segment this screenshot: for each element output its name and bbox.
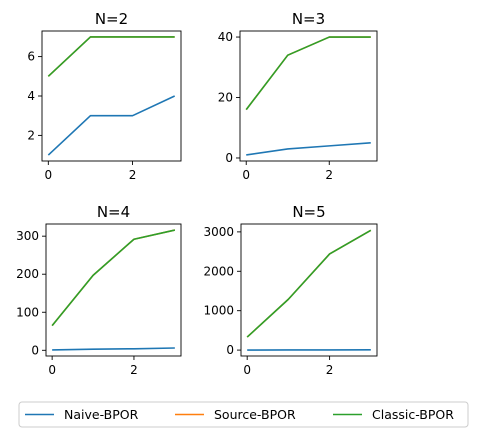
x-tick-label: 2 [326,363,334,377]
series-line-source-bpor [245,36,371,111]
legend-label-naive-bpor: Naive-BPOR [64,407,139,422]
legend-label-source-bpor: Source-BPOR [214,407,296,422]
legend-frame [18,401,469,428]
y-tick-label: 2000 [203,264,234,278]
legend: Naive-BPOR Source-BPOR Classic-BPOR [18,401,469,428]
axes-frame [239,30,378,162]
y-tick-label: 2 [27,128,35,142]
legend-entry-naive-bpor: Naive-BPOR [25,407,139,422]
axes-frame [45,223,182,357]
y-tick-label: 100 [16,305,39,319]
series-line-source-bpor [47,36,175,77]
series-line-classic-bpor [246,229,372,338]
series-line-naive-bpor [52,347,175,351]
series-line-classic-bpor [51,229,176,327]
y-tick-label: 300 [16,229,39,243]
panel-title: N=4 [97,203,130,221]
y-tick-label: 3000 [203,225,234,239]
legend-entry-source-bpor: Source-BPOR [175,407,296,422]
panel-title: N=3 [292,10,325,28]
y-tick-label: 4 [27,89,35,103]
axes-frame [240,223,378,357]
panel-title: N=2 [95,10,128,28]
panel-3: N=4 0 2 0 100 200 300 [16,203,182,377]
y-tick-label: 200 [16,267,39,281]
y-tick-label: 0 [226,343,234,357]
series-line-classic-bpor [47,36,175,77]
legend-entry-classic-bpor: Classic-BPOR [333,407,454,422]
panel-1: N=2 0 2 2 4 6 [27,10,182,182]
y-tick-label: 0 [31,343,39,357]
series-line-naive-bpor [47,95,176,156]
series-line-source-bpor [51,229,176,327]
y-tick-label: 6 [27,50,35,64]
y-tick-label: 0 [225,151,233,165]
x-tick-label: 0 [48,363,56,377]
series-line-classic-bpor [245,36,371,111]
series-line-naive-bpor [246,142,371,156]
panel-title: N=5 [292,203,325,221]
x-tick-label: 2 [325,168,333,182]
panel-4: N=5 0 2 0 1000 2000 3000 [203,203,378,377]
legend-label-classic-bpor: Classic-BPOR [372,407,454,422]
y-tick-label: 1000 [203,304,234,318]
x-tick-label: 2 [129,168,137,182]
y-tick-label: 20 [218,91,233,105]
x-tick-label: 2 [130,363,138,377]
x-tick-label: 0 [243,363,251,377]
x-tick-label: 0 [242,168,250,182]
x-tick-label: 0 [44,168,52,182]
y-tick-label: 40 [218,30,233,44]
